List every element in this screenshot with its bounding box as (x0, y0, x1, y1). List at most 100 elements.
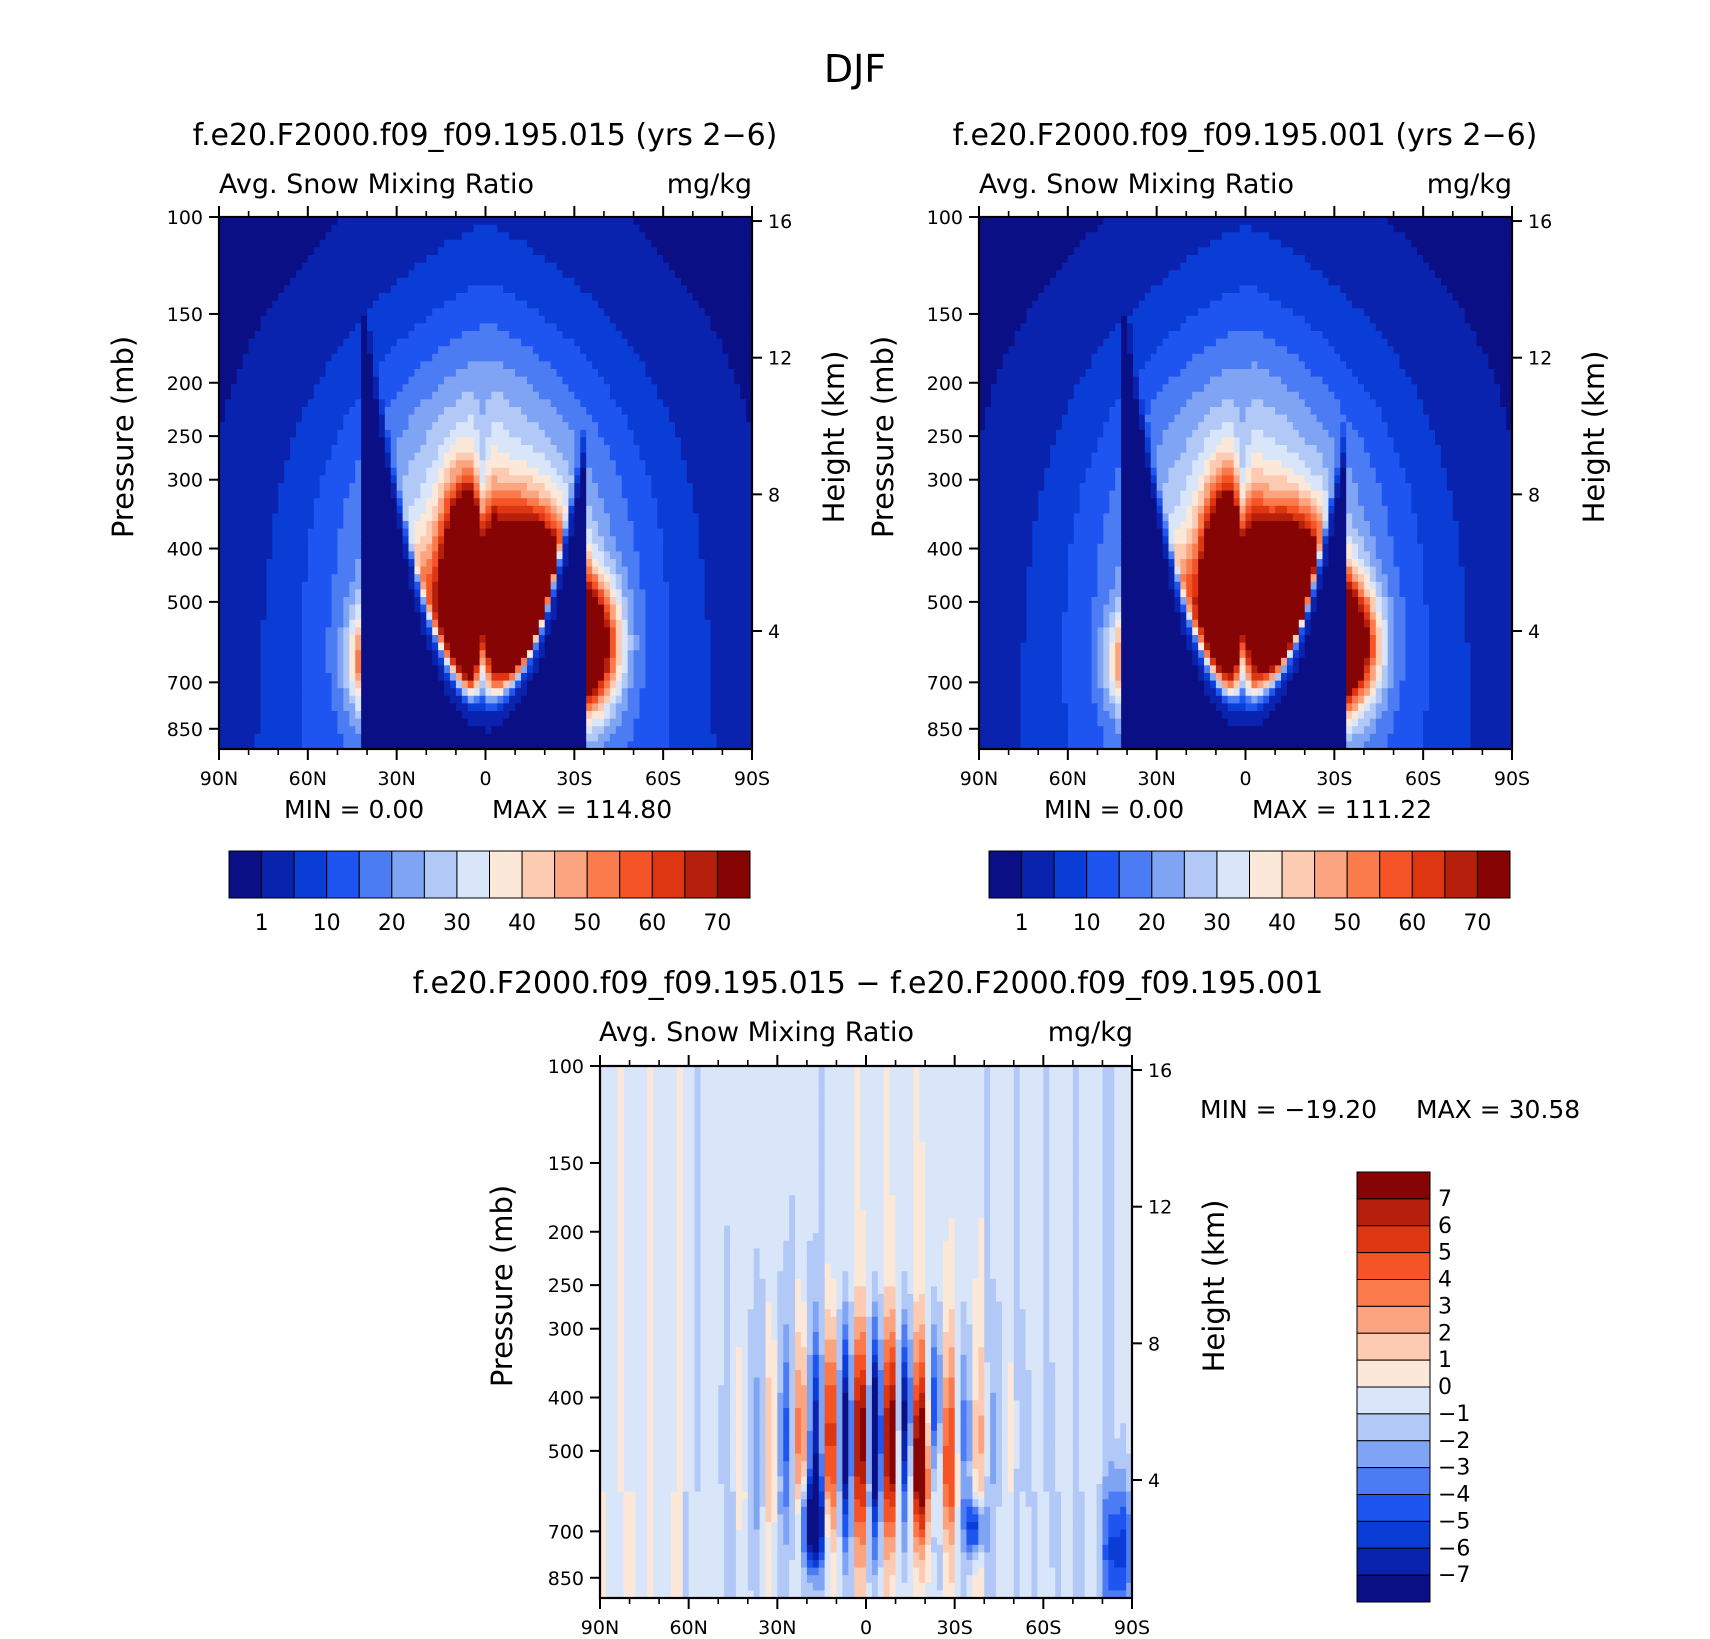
field-cell (1399, 361, 1489, 370)
field-cell (1114, 1195, 1133, 1204)
field-cell (617, 1294, 625, 1303)
field-cell (414, 604, 421, 613)
field-cell (586, 460, 617, 469)
field-cell (1346, 597, 1359, 606)
field-cell (1221, 475, 1235, 484)
field-cell (396, 483, 404, 492)
field-cell (384, 460, 392, 469)
field-cell (700, 1370, 725, 1379)
field-cell (984, 1347, 1003, 1356)
field-cell (824, 1210, 855, 1219)
field-cell (1358, 574, 1365, 583)
field-cell (1387, 422, 1430, 431)
field-cell (818, 1081, 826, 1090)
field-cell (653, 1423, 678, 1432)
field-cell (1061, 688, 1093, 697)
field-cell (777, 1301, 796, 1310)
field-cell (710, 695, 753, 704)
field-cell (919, 1415, 926, 1424)
field-cell (889, 1164, 914, 1173)
field-cell (795, 1339, 802, 1348)
field-cell (1103, 422, 1122, 431)
field-cell (1346, 703, 1353, 712)
field-cell (1346, 528, 1359, 537)
field-cell (1025, 1347, 1044, 1356)
field-cell (1032, 551, 1069, 560)
field-cell (1102, 1354, 1115, 1363)
field-cell (1346, 521, 1353, 530)
field-cell (653, 1202, 678, 1211)
field-cell (848, 1286, 855, 1295)
field-cell (647, 1195, 654, 1204)
field-cell (889, 1309, 897, 1318)
field-cell (586, 490, 599, 499)
field-cell (1186, 505, 1193, 514)
field-cell (503, 703, 516, 712)
field-cell (854, 1066, 861, 1075)
field-cell (361, 680, 445, 689)
field-cell (996, 1278, 1015, 1287)
field-cell (592, 695, 599, 704)
field-cell (954, 1324, 962, 1333)
field-cell (877, 1362, 885, 1371)
field-cell (960, 1316, 968, 1325)
field-cell (1162, 521, 1170, 530)
field-cell (854, 1081, 861, 1090)
field-cell (901, 1294, 914, 1303)
field-cell (1198, 422, 1223, 431)
field-cell (676, 1187, 684, 1196)
field-cell (600, 1210, 619, 1219)
field-cell (224, 414, 303, 423)
field-cell (653, 1347, 678, 1356)
field-cell (889, 1370, 897, 1379)
field-cell (402, 505, 410, 514)
field-cell (795, 1210, 820, 1219)
field-cell (824, 1294, 838, 1303)
field-cell (1114, 1263, 1133, 1272)
field-cell (639, 574, 664, 583)
field-cell (694, 1119, 702, 1128)
field-cell (219, 407, 226, 416)
field-cell (461, 688, 469, 697)
field-cell (1346, 437, 1365, 446)
field-cell (942, 1316, 950, 1325)
field-cell (361, 536, 404, 545)
field-cell (1019, 1081, 1044, 1090)
field-cell (301, 665, 327, 674)
field-cell (960, 1370, 968, 1379)
field-cell (438, 475, 445, 484)
colorbar-label: 50 (573, 911, 601, 936)
panel-1-ylabel: Pressure (mb) (106, 336, 140, 538)
field-cell (1121, 391, 1134, 400)
field-cell (1049, 1294, 1074, 1303)
field-cell (586, 581, 593, 590)
field-cell (1115, 635, 1122, 644)
field-cell (854, 1142, 861, 1151)
field-cell (1156, 498, 1164, 507)
field-cell (789, 1415, 796, 1424)
field-cell (645, 657, 670, 666)
field-cell (682, 1278, 696, 1287)
field-cell (936, 1408, 944, 1417)
field-cell (972, 1278, 985, 1287)
field-cell (860, 1172, 885, 1181)
field-cell (600, 1172, 619, 1181)
field-cell (1019, 1248, 1044, 1257)
field-cell (617, 1104, 625, 1113)
field-cell (1298, 650, 1306, 659)
field-cell (627, 597, 635, 606)
field-cell (1102, 1187, 1115, 1196)
field-cell (615, 604, 623, 613)
field-cell (694, 1104, 702, 1113)
field-cell (1078, 1233, 1104, 1242)
field-cell (913, 1233, 926, 1242)
field-cell (1198, 589, 1312, 598)
field-cell (598, 680, 605, 689)
field-cell (325, 369, 362, 378)
field-cell (1192, 513, 1199, 522)
field-cell (979, 407, 986, 416)
field-cell (979, 217, 1104, 226)
field-cell (842, 1377, 849, 1386)
field-cell (783, 1256, 796, 1265)
field-cell (1162, 437, 1187, 446)
